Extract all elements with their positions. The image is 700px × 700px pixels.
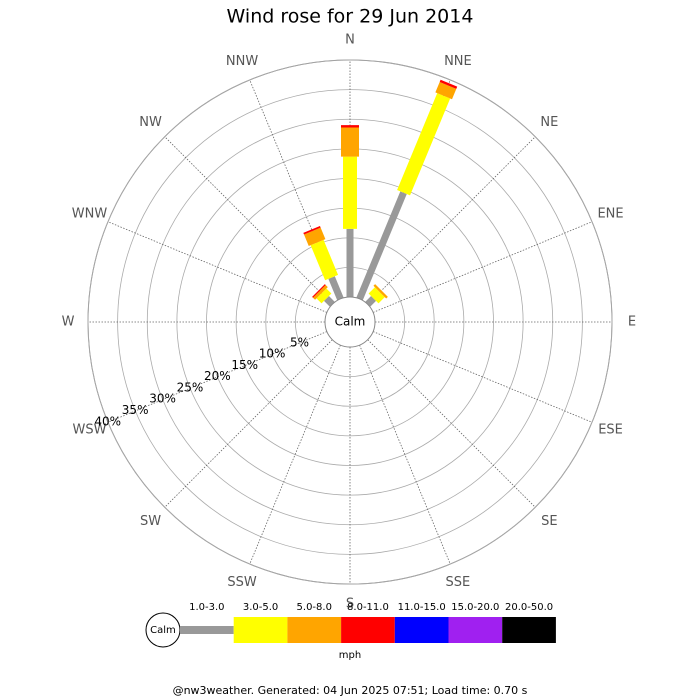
calm-label: Calm <box>335 315 366 329</box>
spoke <box>372 221 593 313</box>
spoke <box>164 339 333 508</box>
wind-segment <box>300 224 323 234</box>
direction-label: WNW <box>72 207 108 222</box>
ring-grid <box>87 59 613 585</box>
direction-label: NNE <box>444 54 472 69</box>
legend-swatch <box>448 617 503 643</box>
footer: @nw3weather. Generated: 04 Jun 2025 07:5… <box>173 684 528 697</box>
spoke <box>107 221 328 313</box>
direction-label: SW <box>140 514 161 529</box>
r-tick-label: 35% <box>122 403 149 417</box>
wind-segment <box>435 81 457 100</box>
direction-label: S <box>346 597 354 612</box>
calm-circle <box>324 296 376 348</box>
spoke <box>164 136 333 305</box>
legend-label: 1.0-3.0 <box>189 602 224 613</box>
direction-label: WSW <box>72 422 106 437</box>
wind-segment <box>312 284 328 300</box>
legend-label: 5.0-8.0 <box>297 602 332 613</box>
wind-segment <box>316 288 332 304</box>
wind-segment <box>341 125 359 128</box>
wind-segment <box>373 284 388 299</box>
r-tick-label: 30% <box>149 392 176 406</box>
spoke <box>107 331 328 423</box>
direction-label: ENE <box>597 207 623 222</box>
r-tick-label: 25% <box>177 380 204 394</box>
r-tick-label: 40% <box>94 414 121 428</box>
r-tick-label: 20% <box>204 369 231 383</box>
legend-swatch <box>341 617 395 643</box>
legend-label: 8.0-11.0 <box>347 602 389 613</box>
wind-segment <box>303 225 321 235</box>
direction-label: SSW <box>227 575 257 590</box>
legend-swatch <box>502 617 556 643</box>
legend-swatch <box>233 617 288 643</box>
legend-label: 3.0-5.0 <box>243 602 278 613</box>
wind-segment <box>343 156 357 229</box>
legend-swatch <box>394 617 449 643</box>
wind-segment <box>328 276 344 301</box>
r-tick-label: 15% <box>231 358 258 372</box>
wind-segment <box>356 191 407 301</box>
wind-segment <box>341 127 359 157</box>
wind-segment <box>368 287 385 304</box>
direction-label: NNW <box>226 54 258 69</box>
wind-segment <box>310 239 339 281</box>
wind-segment <box>397 93 451 196</box>
legend-calm-label: Calm <box>150 625 176 636</box>
legend-swatch <box>287 617 342 643</box>
direction-label: E <box>628 315 636 330</box>
r-tick-label: 5% <box>290 335 309 349</box>
direction-label: NW <box>139 115 162 130</box>
r-tick-label: 10% <box>259 347 286 361</box>
chart-title: Wind rose for 29 Jun 2014 <box>227 6 474 28</box>
legend-unit: mph <box>339 650 361 661</box>
direction-label: SSE <box>446 575 471 590</box>
wind-segment <box>304 227 326 246</box>
legend-label: 15.0-20.0 <box>451 602 499 613</box>
direction-label: N <box>345 33 355 48</box>
legend-swatch <box>180 626 234 634</box>
direction-label: NE <box>540 115 558 130</box>
spoke <box>359 344 451 565</box>
wind-segment <box>312 284 326 298</box>
direction-label: W <box>62 315 75 330</box>
direction-label: SE <box>541 514 557 529</box>
direction-label: ESE <box>598 422 623 437</box>
spoke <box>367 136 536 305</box>
spoke <box>372 331 593 423</box>
spoke <box>367 339 536 508</box>
wind-segment <box>439 79 458 89</box>
legend-label: 11.0-15.0 <box>398 602 446 613</box>
wind-segment <box>346 228 354 297</box>
spoke <box>249 344 341 565</box>
legend-label: 20.0-50.0 <box>505 602 553 613</box>
